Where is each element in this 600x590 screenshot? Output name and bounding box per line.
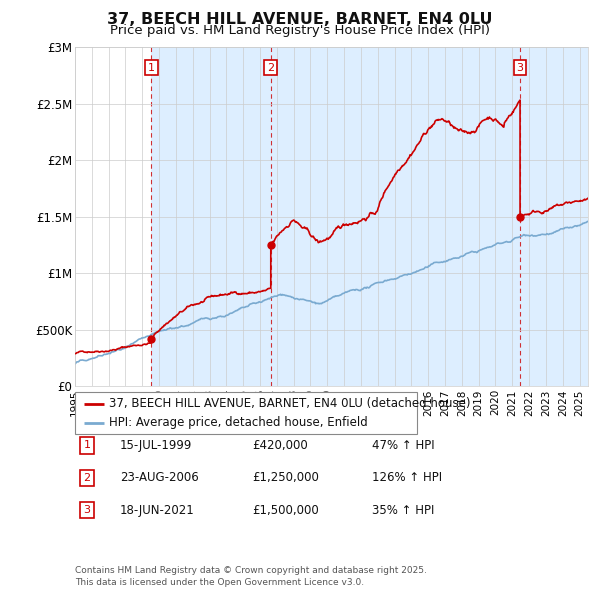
Text: 3: 3 xyxy=(517,63,524,73)
Bar xyxy=(271,47,520,386)
Text: 1: 1 xyxy=(83,441,91,450)
Text: 2: 2 xyxy=(83,473,91,483)
Text: £1,500,000: £1,500,000 xyxy=(252,504,319,517)
Text: 15-JUL-1999: 15-JUL-1999 xyxy=(120,439,193,452)
Text: Contains HM Land Registry data © Crown copyright and database right 2025.
This d: Contains HM Land Registry data © Crown c… xyxy=(75,566,427,587)
Text: £420,000: £420,000 xyxy=(252,439,308,452)
Text: HPI: Average price, detached house, Enfield: HPI: Average price, detached house, Enfi… xyxy=(109,417,368,430)
Bar xyxy=(520,47,588,386)
Text: 47% ↑ HPI: 47% ↑ HPI xyxy=(372,439,434,452)
Text: 1: 1 xyxy=(148,63,155,73)
Text: 37, BEECH HILL AVENUE, BARNET, EN4 0LU (detached house): 37, BEECH HILL AVENUE, BARNET, EN4 0LU (… xyxy=(109,398,471,411)
FancyBboxPatch shape xyxy=(75,392,417,434)
Text: 18-JUN-2021: 18-JUN-2021 xyxy=(120,504,195,517)
Text: 35% ↑ HPI: 35% ↑ HPI xyxy=(372,504,434,517)
Text: 126% ↑ HPI: 126% ↑ HPI xyxy=(372,471,442,484)
Text: 2: 2 xyxy=(267,63,274,73)
Text: £1,250,000: £1,250,000 xyxy=(252,471,319,484)
Text: 37, BEECH HILL AVENUE, BARNET, EN4 0LU: 37, BEECH HILL AVENUE, BARNET, EN4 0LU xyxy=(107,12,493,27)
Text: Price paid vs. HM Land Registry's House Price Index (HPI): Price paid vs. HM Land Registry's House … xyxy=(110,24,490,37)
Text: 23-AUG-2006: 23-AUG-2006 xyxy=(120,471,199,484)
Bar xyxy=(151,47,271,386)
Text: 3: 3 xyxy=(83,506,91,515)
